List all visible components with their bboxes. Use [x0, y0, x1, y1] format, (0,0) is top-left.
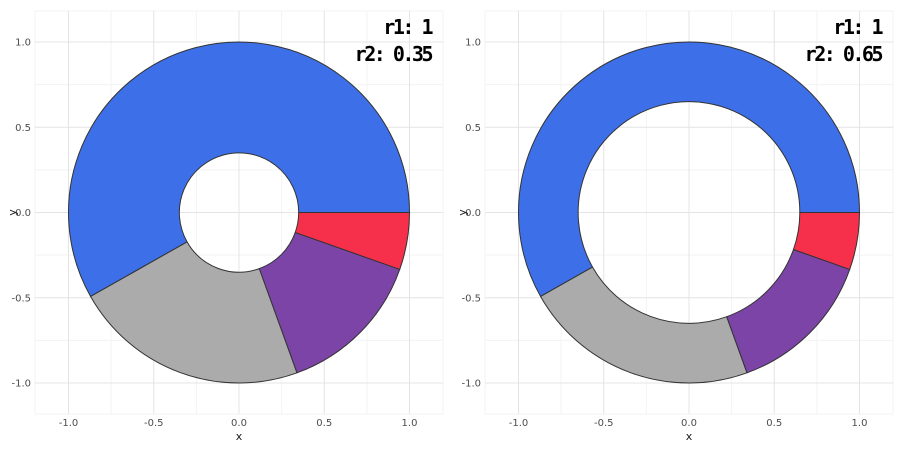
donut-segment-blue [68, 41, 410, 297]
x-tick-label: 1.0 [852, 418, 868, 429]
donut-chart-right: -1.0 -1.0 -0.5 -0.5 0.0 0.0 0.5 0.5 1.0 1.0 x y [456, 10, 894, 443]
y-tick-label: 0.5 [465, 123, 481, 134]
y-axis-title: y [6, 209, 19, 216]
x-tick-label: 0.5 [766, 418, 782, 429]
x-axis-title: x [686, 430, 693, 443]
x-tick-label: -0.5 [144, 418, 164, 429]
donut-chart-left: -1.0 -1.0 -0.5 -0.5 0.0 0.0 0.5 0.5 1.0 1.0 x y [6, 10, 444, 443]
donut-segment-blue [518, 41, 860, 297]
x-tick-label: -0.5 [594, 418, 614, 429]
donut-segment-red [792, 212, 860, 270]
donut-panel-right: -1.0 -1.0 -0.5 -0.5 0.0 0.0 0.5 0.5 1.0 1.0 x y r1:… [450, 0, 900, 450]
donut-segment-purple [726, 248, 851, 374]
donut-segment-gray [540, 266, 748, 384]
donut-segment-gray [90, 241, 298, 384]
annotation-r2-label: r2: 0.65 [804, 42, 884, 66]
y-tick-label: -1.0 [11, 379, 31, 390]
y-axis-title: y [456, 209, 469, 216]
y-tick-label: -1.0 [461, 379, 481, 390]
y-tick-label: 0.0 [15, 208, 31, 219]
y-tick-label: 0.0 [465, 208, 481, 219]
annotation-right: r1: 1 r2: 0.65 [804, 14, 884, 68]
y-tick-label: 1.0 [15, 38, 31, 49]
annotation-left: r1: 1 r2: 0.35 [354, 14, 434, 68]
x-axis-title: x [236, 430, 243, 443]
x-tick-label: 1.0 [402, 418, 418, 429]
donut-segment-red [294, 212, 410, 270]
x-tick-label: 0.5 [316, 418, 332, 429]
donut-panel-left: -1.0 -1.0 -0.5 -0.5 0.0 0.0 0.5 0.5 1.0 1.0 x y r1:… [6, 10, 444, 443]
annotation-r1-label: r1: 1 [383, 15, 433, 39]
y-tick-label: -0.5 [461, 293, 481, 304]
y-tick-label: 0.5 [15, 123, 31, 134]
annotation-r2-label: r2: 0.35 [354, 42, 434, 66]
x-tick-label: 0.0 [231, 418, 247, 429]
x-tick-label: 0.0 [681, 418, 697, 429]
x-tick-label: -1.0 [59, 418, 79, 429]
annotation-r1-label: r1: 1 [833, 15, 883, 39]
y-tick-label: 1.0 [465, 38, 481, 49]
y-tick-label: -0.5 [11, 293, 31, 304]
x-tick-label: -1.0 [509, 418, 529, 429]
donut-segment-purple [258, 231, 401, 374]
